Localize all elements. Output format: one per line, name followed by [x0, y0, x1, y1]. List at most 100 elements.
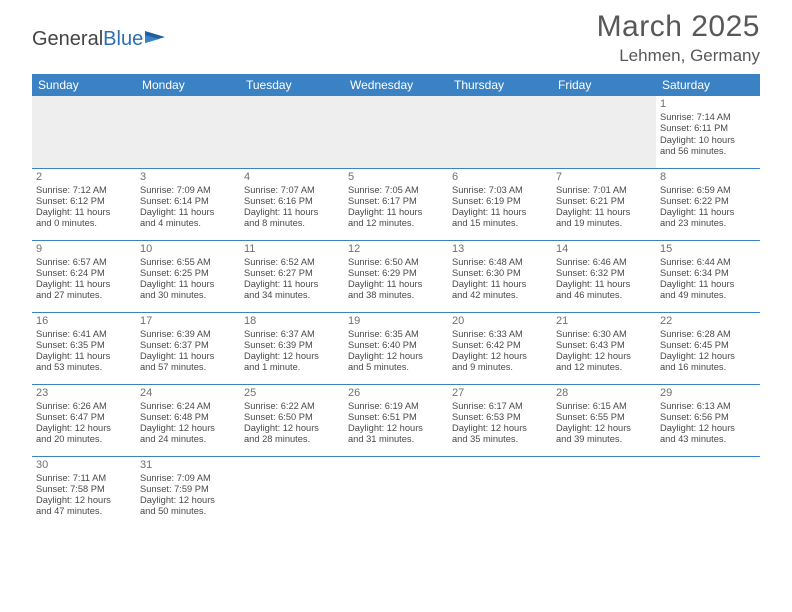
day-number: 24 — [140, 387, 236, 400]
weekday-header: Saturday — [656, 74, 760, 96]
day-number: 23 — [36, 387, 132, 400]
sunset-text: Sunset: 6:12 PM — [36, 196, 132, 207]
calendar-day-cell: 30Sunrise: 7:11 AMSunset: 7:58 PMDayligh… — [32, 456, 136, 528]
sunset-text: Sunset: 6:53 PM — [452, 412, 548, 423]
daylight-text: Daylight: 11 hours — [556, 207, 652, 218]
calendar-day-cell: 21Sunrise: 6:30 AMSunset: 6:43 PMDayligh… — [552, 312, 656, 384]
daylight-text: and 38 minutes. — [348, 290, 444, 301]
calendar-day-cell: 29Sunrise: 6:13 AMSunset: 6:56 PMDayligh… — [656, 384, 760, 456]
daylight-text: and 34 minutes. — [244, 290, 340, 301]
sunset-text: Sunset: 6:43 PM — [556, 340, 652, 351]
logo-text-blue: Blue — [103, 28, 143, 51]
day-number: 30 — [36, 459, 132, 472]
daylight-text: Daylight: 10 hours — [660, 135, 756, 146]
sunrise-text: Sunrise: 6:37 AM — [244, 329, 340, 340]
weekday-header: Monday — [136, 74, 240, 96]
daylight-text: and 57 minutes. — [140, 362, 236, 373]
daylight-text: and 31 minutes. — [348, 434, 444, 445]
weekday-header: Tuesday — [240, 74, 344, 96]
sunrise-text: Sunrise: 6:35 AM — [348, 329, 444, 340]
day-number: 25 — [244, 387, 340, 400]
calendar-week-row: 16Sunrise: 6:41 AMSunset: 6:35 PMDayligh… — [32, 312, 760, 384]
sunset-text: Sunset: 6:17 PM — [348, 196, 444, 207]
daylight-text: Daylight: 12 hours — [36, 423, 132, 434]
calendar-day-cell: 18Sunrise: 6:37 AMSunset: 6:39 PMDayligh… — [240, 312, 344, 384]
weekday-header: Friday — [552, 74, 656, 96]
day-number: 3 — [140, 171, 236, 184]
calendar-day-cell — [32, 96, 136, 168]
calendar-table: Sunday Monday Tuesday Wednesday Thursday… — [32, 74, 760, 528]
daylight-text: Daylight: 12 hours — [36, 495, 132, 506]
daylight-text: Daylight: 11 hours — [244, 207, 340, 218]
calendar-day-cell: 20Sunrise: 6:33 AMSunset: 6:42 PMDayligh… — [448, 312, 552, 384]
sunrise-text: Sunrise: 7:14 AM — [660, 112, 756, 123]
calendar-day-cell: 15Sunrise: 6:44 AMSunset: 6:34 PMDayligh… — [656, 240, 760, 312]
sunrise-text: Sunrise: 7:12 AM — [36, 185, 132, 196]
sunrise-text: Sunrise: 6:39 AM — [140, 329, 236, 340]
calendar-day-cell: 5Sunrise: 7:05 AMSunset: 6:17 PMDaylight… — [344, 168, 448, 240]
sunrise-text: Sunrise: 6:24 AM — [140, 401, 236, 412]
sunrise-text: Sunrise: 6:50 AM — [348, 257, 444, 268]
daylight-text: and 42 minutes. — [452, 290, 548, 301]
sunset-text: Sunset: 6:22 PM — [660, 196, 756, 207]
day-number: 15 — [660, 243, 756, 256]
day-number: 4 — [244, 171, 340, 184]
daylight-text: and 24 minutes. — [140, 434, 236, 445]
daylight-text: and 0 minutes. — [36, 218, 132, 229]
calendar-day-cell: 2Sunrise: 7:12 AMSunset: 6:12 PMDaylight… — [32, 168, 136, 240]
daylight-text: Daylight: 12 hours — [452, 423, 548, 434]
calendar-day-cell: 7Sunrise: 7:01 AMSunset: 6:21 PMDaylight… — [552, 168, 656, 240]
daylight-text: and 50 minutes. — [140, 506, 236, 517]
calendar-day-cell: 16Sunrise: 6:41 AMSunset: 6:35 PMDayligh… — [32, 312, 136, 384]
daylight-text: Daylight: 11 hours — [348, 207, 444, 218]
sunset-text: Sunset: 7:58 PM — [36, 484, 132, 495]
weekday-header-row: Sunday Monday Tuesday Wednesday Thursday… — [32, 74, 760, 96]
sunrise-text: Sunrise: 6:22 AM — [244, 401, 340, 412]
daylight-text: Daylight: 11 hours — [348, 279, 444, 290]
day-number: 6 — [452, 171, 548, 184]
daylight-text: and 9 minutes. — [452, 362, 548, 373]
sunset-text: Sunset: 6:19 PM — [452, 196, 548, 207]
calendar-day-cell — [552, 456, 656, 528]
daylight-text: and 49 minutes. — [660, 290, 756, 301]
calendar-day-cell: 4Sunrise: 7:07 AMSunset: 6:16 PMDaylight… — [240, 168, 344, 240]
daylight-text: Daylight: 12 hours — [556, 351, 652, 362]
daylight-text: and 56 minutes. — [660, 146, 756, 157]
day-number: 31 — [140, 459, 236, 472]
sunrise-text: Sunrise: 6:33 AM — [452, 329, 548, 340]
logo: GeneralBlue — [32, 28, 167, 51]
sunrise-text: Sunrise: 6:26 AM — [36, 401, 132, 412]
sunset-text: Sunset: 6:37 PM — [140, 340, 236, 351]
daylight-text: and 19 minutes. — [556, 218, 652, 229]
daylight-text: Daylight: 12 hours — [348, 351, 444, 362]
daylight-text: and 8 minutes. — [244, 218, 340, 229]
daylight-text: Daylight: 11 hours — [36, 279, 132, 290]
daylight-text: Daylight: 11 hours — [140, 351, 236, 362]
daylight-text: and 5 minutes. — [348, 362, 444, 373]
daylight-text: and 1 minute. — [244, 362, 340, 373]
weekday-header: Wednesday — [344, 74, 448, 96]
day-number: 29 — [660, 387, 756, 400]
sunrise-text: Sunrise: 7:05 AM — [348, 185, 444, 196]
day-number: 12 — [348, 243, 444, 256]
sunrise-text: Sunrise: 7:01 AM — [556, 185, 652, 196]
daylight-text: Daylight: 12 hours — [140, 423, 236, 434]
daylight-text: Daylight: 12 hours — [660, 423, 756, 434]
sunset-text: Sunset: 6:11 PM — [660, 123, 756, 134]
daylight-text: Daylight: 11 hours — [556, 279, 652, 290]
daylight-text: and 4 minutes. — [140, 218, 236, 229]
sunset-text: Sunset: 6:25 PM — [140, 268, 236, 279]
daylight-text: and 28 minutes. — [244, 434, 340, 445]
day-number: 7 — [556, 171, 652, 184]
daylight-text: and 39 minutes. — [556, 434, 652, 445]
sunrise-text: Sunrise: 6:19 AM — [348, 401, 444, 412]
sunrise-text: Sunrise: 6:41 AM — [36, 329, 132, 340]
sunrise-text: Sunrise: 7:07 AM — [244, 185, 340, 196]
daylight-text: and 16 minutes. — [660, 362, 756, 373]
calendar-day-cell: 23Sunrise: 6:26 AMSunset: 6:47 PMDayligh… — [32, 384, 136, 456]
calendar-day-cell: 19Sunrise: 6:35 AMSunset: 6:40 PMDayligh… — [344, 312, 448, 384]
calendar-page: GeneralBlue March 2025 Lehmen, Germany S… — [0, 0, 792, 528]
calendar-day-cell — [448, 96, 552, 168]
sunrise-text: Sunrise: 6:30 AM — [556, 329, 652, 340]
location-label: Lehmen, Germany — [597, 46, 760, 66]
